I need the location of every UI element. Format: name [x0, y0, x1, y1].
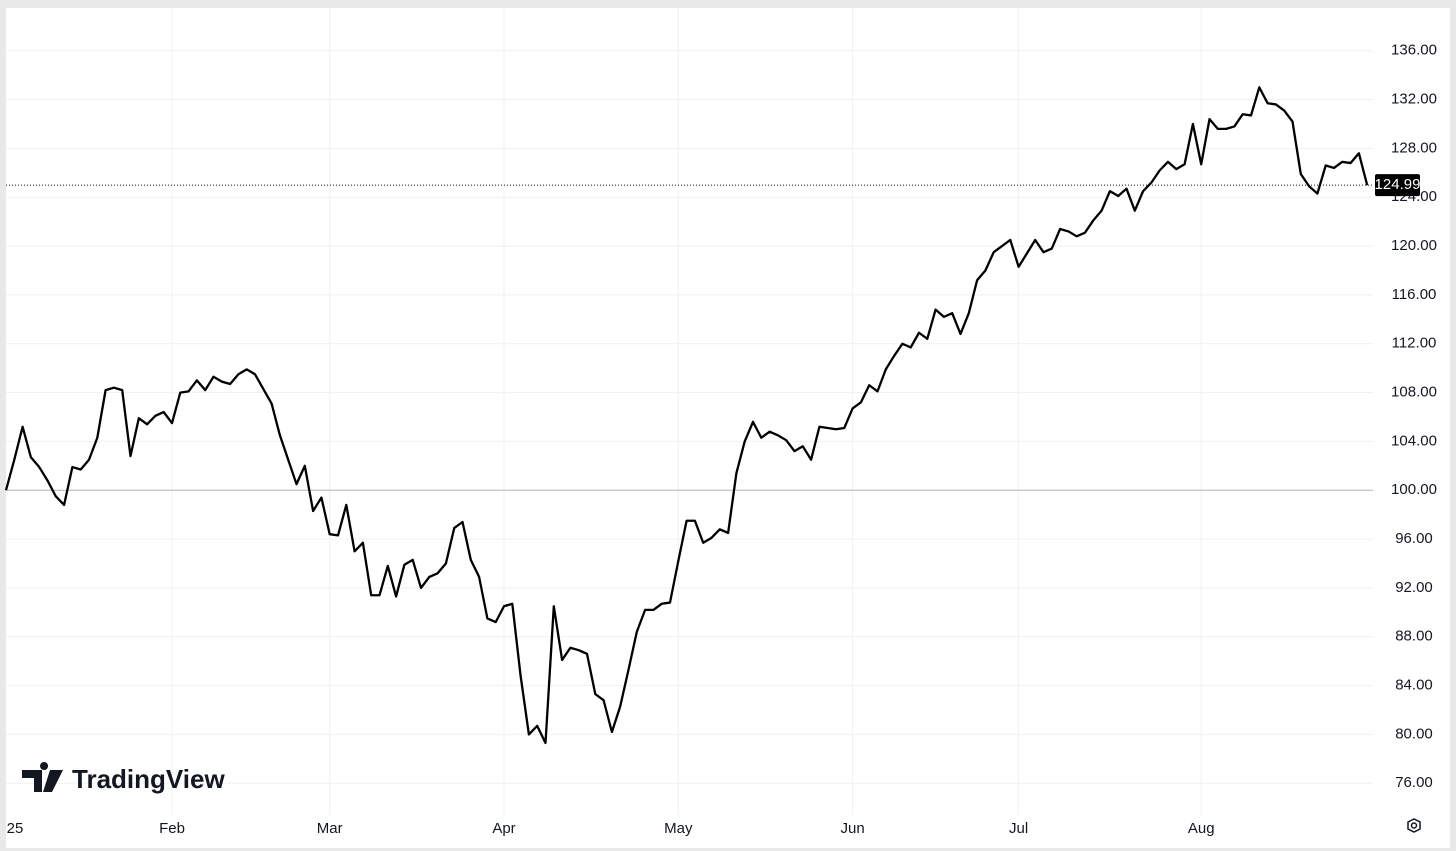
- y-tick-label: 84.00: [1395, 677, 1433, 694]
- plot: [4, 86, 1373, 745]
- x-tick-label: May: [664, 820, 693, 837]
- x-tick-label: Mar: [317, 820, 343, 837]
- x-tick-label: Feb: [159, 820, 185, 837]
- last-price-label: 124.99: [1375, 176, 1421, 193]
- x-tick-label: Jul: [1009, 820, 1028, 837]
- y-tick-label: 76.00: [1395, 774, 1433, 791]
- y-tick-label: 88.00: [1395, 628, 1433, 645]
- y-tick-label: 128.00: [1391, 139, 1437, 156]
- y-tick-label: 80.00: [1395, 725, 1433, 742]
- x-tick-label: Jun: [841, 820, 865, 837]
- y-tick-label: 100.00: [1391, 481, 1437, 498]
- y-tick-label: 132.00: [1391, 91, 1437, 108]
- grid: [6, 8, 1373, 815]
- x-tick-label: Apr: [492, 820, 515, 837]
- x-tick-label: Aug: [1188, 820, 1215, 837]
- y-tick-label: 120.00: [1391, 237, 1437, 254]
- y-tick-label: 92.00: [1395, 579, 1433, 596]
- x-tick-label: 25: [7, 820, 24, 837]
- price-line: [4, 86, 1369, 745]
- logo-icon: [22, 762, 63, 792]
- y-tick-label: 136.00: [1391, 42, 1437, 59]
- chart-background: [6, 8, 1450, 848]
- y-tick-label: 108.00: [1391, 384, 1437, 401]
- y-tick-label: 116.00: [1392, 286, 1437, 303]
- settings-icon[interactable]: [1407, 818, 1421, 833]
- brand: TradingView: [72, 764, 225, 794]
- last-price-box: [1375, 174, 1420, 197]
- logo: TradingView: [22, 762, 225, 794]
- y-tick-label: 104.00: [1391, 432, 1437, 449]
- y-tick-label: 112.00: [1392, 335, 1437, 352]
- y-tick-label: 96.00: [1395, 530, 1433, 547]
